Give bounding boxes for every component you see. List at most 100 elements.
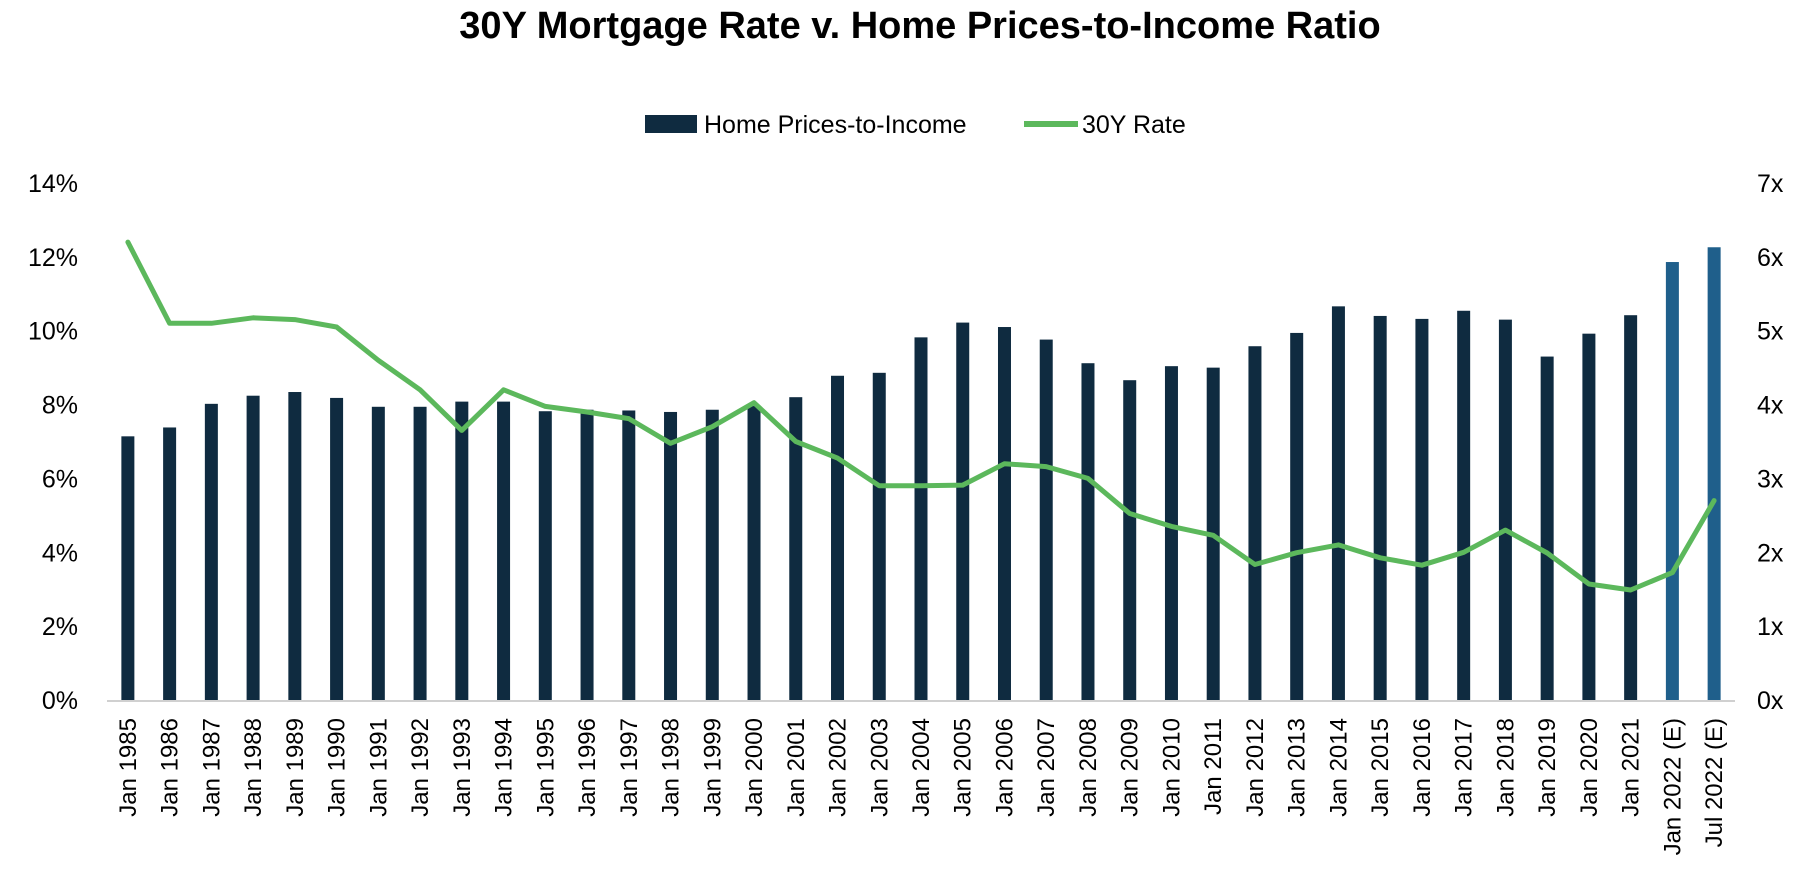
x-tick-label: Jan 1986 — [157, 718, 184, 817]
x-tick-label: Jan 1994 — [491, 718, 518, 817]
x-tick-label: Jan 1999 — [699, 718, 726, 817]
bar — [288, 392, 302, 700]
x-tick-label: Jan 2012 — [1242, 718, 1269, 817]
bar — [1415, 318, 1429, 700]
x-tick-label: Jan 2007 — [1033, 718, 1060, 817]
bar — [956, 322, 970, 700]
bar — [1498, 319, 1512, 700]
bar — [1540, 356, 1554, 700]
x-tick-label: Jan 1991 — [365, 718, 392, 817]
bar — [1582, 333, 1596, 700]
y-left-tick-label: 8% — [42, 392, 78, 420]
x-tick-label: Jan 2017 — [1451, 718, 1478, 817]
x-tick-label: Jan 2016 — [1409, 718, 1436, 817]
bar — [163, 427, 177, 700]
x-axis: Jan 1985 Jan 1986 Jan 1987 Jan 1988 Jan 1989… — [115, 718, 1728, 855]
y-right-tick-label: 2x — [1757, 539, 1784, 567]
y-right-tick-label: 6x — [1757, 244, 1784, 272]
bar — [1707, 247, 1721, 700]
x-tick-label: Jan 2022 (E) — [1659, 718, 1686, 855]
bar — [330, 397, 344, 700]
legend-swatch-bars — [645, 115, 697, 133]
bar — [580, 409, 594, 700]
x-tick-label: Jan 2020 — [1576, 718, 1603, 817]
y-left-tick-label: 6% — [42, 465, 78, 493]
bar — [914, 337, 928, 700]
x-tick-label: Jan 2000 — [741, 718, 768, 817]
x-tick-label: Jan 2014 — [1325, 718, 1352, 817]
y-left-tick-label: 12% — [28, 244, 78, 272]
bar — [246, 395, 260, 700]
bar-series — [121, 247, 1721, 700]
bar — [121, 436, 135, 700]
x-tick-label: Jan 2006 — [991, 718, 1018, 817]
bar — [705, 409, 719, 700]
y-left-tick-label: 14% — [28, 170, 78, 198]
x-tick-label: Jan 2011 — [1200, 718, 1227, 815]
bar — [997, 327, 1011, 700]
legend-label-bars: Home Prices-to-Income — [704, 111, 967, 139]
y-right-tick-label: 1x — [1757, 613, 1784, 641]
x-tick-label: Jan 2008 — [1075, 718, 1102, 817]
bar — [747, 406, 761, 700]
bar — [664, 411, 678, 700]
bar — [1665, 262, 1679, 700]
x-tick-label: Jan 1992 — [407, 718, 434, 817]
bar — [1039, 339, 1053, 700]
bar — [1373, 315, 1387, 700]
x-tick-label: Jan 2019 — [1534, 718, 1561, 817]
x-tick-label: Jan 1990 — [324, 718, 351, 817]
x-tick-label: Jan 1993 — [449, 718, 476, 817]
bar — [789, 397, 803, 700]
chart-title: 30Y Mortgage Rate v. Home Prices-to-Inco… — [459, 5, 1380, 47]
x-tick-label: Jan 2005 — [950, 718, 977, 817]
x-tick-label: Jan 2010 — [1158, 718, 1185, 817]
bar — [1457, 310, 1471, 700]
y-right-tick-label: 0x — [1757, 687, 1784, 715]
legend: Home Prices-to-Income 30Y Rate — [645, 111, 1186, 139]
x-tick-label: Jan 1995 — [532, 718, 559, 817]
x-tick-label: Jan 2021 — [1618, 718, 1645, 817]
x-tick-label: Jan 1996 — [574, 718, 601, 817]
bar — [1624, 315, 1638, 700]
x-tick-label: Jan 1989 — [282, 718, 309, 817]
y-right-tick-label: 3x — [1757, 465, 1784, 493]
bar — [1164, 366, 1178, 700]
x-tick-label: Jan 2004 — [908, 718, 935, 817]
bar — [413, 406, 427, 700]
y-left-tick-label: 10% — [28, 318, 78, 346]
y-right-tick-label: 5x — [1757, 318, 1784, 346]
x-tick-label: Jan 2002 — [825, 718, 852, 817]
y-left-tick-label: 4% — [42, 539, 78, 567]
bar — [1331, 306, 1345, 700]
x-tick-label: Jan 2015 — [1367, 718, 1394, 817]
bar — [455, 401, 469, 700]
bar — [497, 401, 511, 700]
x-tick-label: Jan 1988 — [240, 718, 267, 817]
y-right-tick-label: 4x — [1757, 392, 1784, 420]
y-axis-right: 0x 1x 2x 3x 4x 5x 6x 7x — [1757, 170, 1784, 715]
y-left-tick-label: 0% — [42, 687, 78, 715]
y-axis-left: 0% 2% 4% 6% 8% 10% 12% 14% — [28, 170, 78, 715]
bar — [1248, 346, 1262, 700]
x-tick-label: Jan 2013 — [1284, 718, 1311, 817]
x-tick-label: Jan 2001 — [783, 718, 810, 817]
x-tick-label: Jan 1985 — [115, 718, 142, 817]
x-tick-label: Jan 1987 — [198, 718, 225, 817]
legend-label-line: 30Y Rate — [1082, 111, 1186, 139]
x-tick-label: Jan 2009 — [1117, 718, 1144, 817]
bar — [622, 410, 636, 700]
bar — [204, 403, 218, 700]
x-tick-label: Jan 2003 — [866, 718, 893, 817]
bar — [1123, 380, 1137, 700]
x-tick-label: Jan 2018 — [1492, 718, 1519, 817]
y-right-tick-label: 7x — [1757, 170, 1784, 198]
bar — [1081, 363, 1095, 700]
x-tick-label: Jan 1998 — [658, 718, 685, 817]
bar — [1290, 332, 1304, 700]
bar — [371, 406, 385, 700]
y-left-tick-label: 2% — [42, 613, 78, 641]
bar — [872, 372, 886, 700]
